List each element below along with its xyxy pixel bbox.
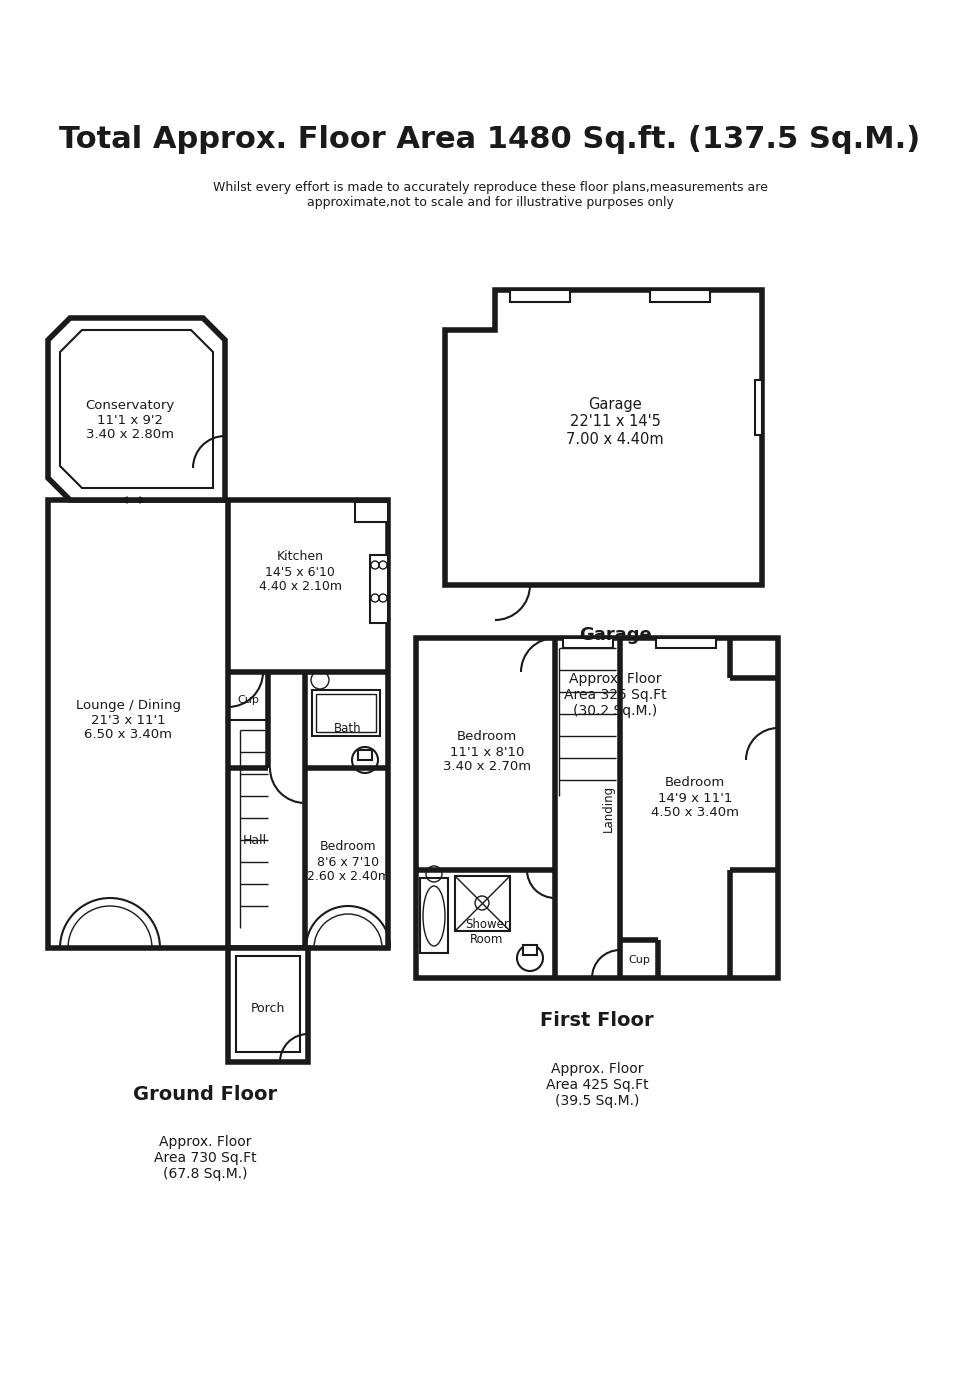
Bar [236, 956, 300, 1052]
Text: Ground Floor: Ground Floor [133, 1085, 277, 1105]
Bar [316, 694, 376, 732]
Text: Approx. Floor
Area 425 Sq.Ft
(39.5 Sq.M.): Approx. Floor Area 425 Sq.Ft (39.5 Sq.M.… [546, 1062, 649, 1109]
Ellipse shape [423, 886, 445, 947]
Text: Cup: Cup [628, 955, 650, 965]
Text: Lounge / Dining
21'3 x 11'1
6.50 x 3.40m: Lounge / Dining 21'3 x 11'1 6.50 x 3.40m [75, 699, 180, 742]
Bar [370, 554, 388, 622]
Bar [523, 945, 537, 955]
Text: First Floor: First Floor [540, 1010, 654, 1030]
Polygon shape [48, 317, 225, 500]
Text: Bath: Bath [334, 722, 362, 735]
Text: Cup: Cup [237, 694, 259, 705]
Text: Garage
22'11 x 14'5
7.00 x 4.40m: Garage 22'11 x 14'5 7.00 x 4.40m [566, 398, 663, 446]
Text: Garage: Garage [578, 626, 652, 644]
Text: Approx. Floor
Area 325 Sq.Ft
(30.2 Sq.M.): Approx. Floor Area 325 Sq.Ft (30.2 Sq.M.… [564, 672, 666, 718]
Text: Approx. Floor
Area 730 Sq.Ft
(67.8 Sq.M.): Approx. Floor Area 730 Sq.Ft (67.8 Sq.M.… [154, 1135, 257, 1181]
Bar [48, 500, 388, 948]
Bar [510, 290, 570, 302]
Bar [228, 948, 308, 1062]
Bar [656, 638, 716, 649]
Bar [358, 750, 372, 760]
Bar [416, 638, 778, 979]
Polygon shape [445, 290, 762, 585]
Text: Whilst every effort is made to accurately reproduce these floor plans,measuremen: Whilst every effort is made to accuratel… [213, 182, 767, 209]
Text: Porch: Porch [251, 1002, 285, 1015]
Bar [420, 877, 448, 954]
Bar [355, 502, 388, 523]
Text: Bedroom
11'1 x 8'10
3.40 x 2.70m: Bedroom 11'1 x 8'10 3.40 x 2.70m [443, 730, 531, 773]
Text: Hall: Hall [243, 833, 268, 847]
Bar [563, 638, 613, 649]
Text: Conservatory
11'1 x 9'2
3.40 x 2.80m: Conservatory 11'1 x 9'2 3.40 x 2.80m [85, 399, 174, 442]
Text: Bedroom
14'9 x 11'1
4.50 x 3.40m: Bedroom 14'9 x 11'1 4.50 x 3.40m [651, 776, 739, 819]
Text: Kitchen
14'5 x 6'10
4.40 x 2.10m: Kitchen 14'5 x 6'10 4.40 x 2.10m [259, 550, 341, 593]
Text: Bedroom
8'6 x 7'10
2.60 x 2.40m: Bedroom 8'6 x 7'10 2.60 x 2.40m [307, 840, 389, 883]
Text: Total Approx. Floor Area 1480 Sq.ft. (137.5 Sq.M.): Total Approx. Floor Area 1480 Sq.ft. (13… [60, 126, 920, 154]
Text: Shower
Room: Shower Room [466, 918, 509, 947]
Polygon shape [60, 330, 213, 488]
Text: Landing: Landing [602, 784, 614, 832]
Bar [755, 380, 762, 435]
Bar [312, 690, 380, 736]
Bar [650, 290, 710, 302]
Bar [455, 876, 510, 931]
